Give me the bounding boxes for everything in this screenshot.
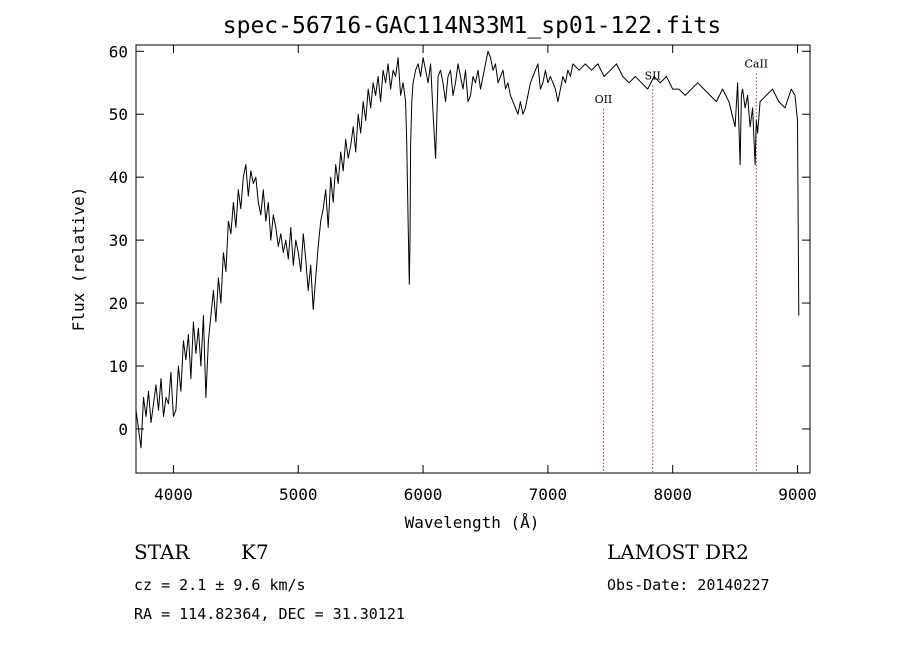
line-marker-label: OII <box>595 93 613 106</box>
x-tick-label: 4000 <box>154 485 193 504</box>
x-tick-label: 7000 <box>529 485 568 504</box>
sky-coordinates: RA = 114.82364, DEC = 31.30121 <box>134 605 405 623</box>
line-marker-label: CaII <box>744 58 768 71</box>
y-tick-label: 60 <box>109 42 128 61</box>
y-tick-label: 40 <box>109 168 128 187</box>
y-tick-label: 50 <box>109 105 128 124</box>
x-tick-label: 5000 <box>279 485 318 504</box>
y-axis-label: Flux (relative) <box>69 187 88 332</box>
redshift-velocity: cz = 2.1 ± 9.6 km/s <box>134 576 306 594</box>
spectrum-line <box>135 50 800 449</box>
x-tick-label: 6000 <box>404 485 443 504</box>
x-axis-label: Wavelength (Å) <box>405 513 540 532</box>
axis-ticks: 4000 5000 6000 7000 8000 9000 0 10 20 30 40 50 60 <box>109 42 817 504</box>
x-tick-label: 8000 <box>653 485 692 504</box>
y-tick-label: 20 <box>109 294 128 313</box>
y-tick-label: 0 <box>118 420 128 439</box>
y-tick-label: 30 <box>109 231 128 250</box>
survey-name: LAMOST DR2 <box>607 540 749 564</box>
plot-frame <box>135 44 811 474</box>
object-subclass: K7 <box>241 540 269 564</box>
y-tick-label: 10 <box>109 357 128 376</box>
observation-date: Obs-Date: 20140227 <box>607 576 770 594</box>
object-type: STAR <box>134 540 190 564</box>
chart-title: spec-56716-GAC114N33M1_sp01-122.fits <box>223 13 722 39</box>
x-tick-label: 9000 <box>778 485 817 504</box>
series-group <box>135 50 800 449</box>
